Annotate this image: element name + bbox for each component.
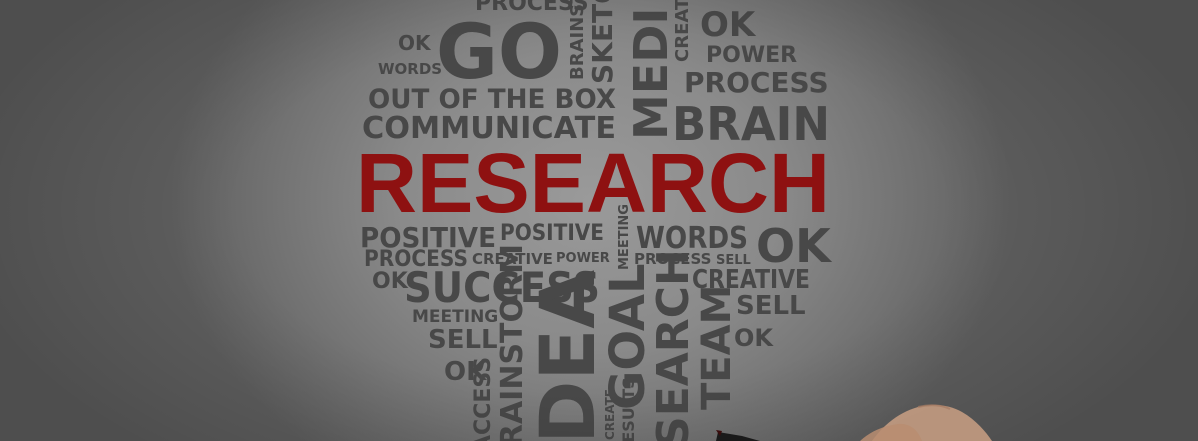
word-creative-mid: CREATIVE [472, 250, 553, 268]
word-power-top: POWER [706, 43, 797, 68]
word-process-right: PROCESS [684, 66, 829, 99]
word-process-top: PROCESS [475, 0, 589, 16]
word-access-vertical: ACCESS [471, 357, 496, 441]
word-meeting-vertical: MEETING [617, 204, 632, 270]
word-ok-lower-left: OK [444, 357, 487, 387]
word-brain: BRAIN [672, 97, 830, 151]
word-process-mid-right: PROCESS [634, 250, 711, 268]
word-ok-mid-right: OK [756, 219, 833, 273]
word-ok-left: OK [372, 269, 409, 294]
word-sell-left: SELL [428, 325, 498, 355]
word-ok-top-right: OK [700, 5, 757, 45]
word-team-vertical: TEAM [694, 285, 740, 410]
word-brainstorm-vertical: BRAINSTORM [495, 244, 530, 441]
word-idea-vertical: IDEA [523, 270, 612, 441]
word-words-mid: WORDS [636, 221, 748, 256]
word-communicate: COMMUNICATE [362, 111, 616, 146]
word-sketc-vertical: SKETC [586, 0, 619, 84]
word-ok-right-lower: OK [734, 324, 774, 352]
word-out-of-the-box: OUT OF THE BOX [368, 84, 616, 115]
word-creative-right: CREATIVE [692, 265, 810, 295]
word-words-top: WORDS [378, 60, 442, 78]
word-go: GO [436, 7, 562, 96]
word-create-vertical: CREATE [603, 389, 617, 440]
word-medi-vertical: MEDI [624, 8, 678, 141]
word-success: SUCCESS [404, 263, 600, 312]
word-brainst-vertical: BRAINST [567, 0, 588, 80]
word-search-vertical: SEARCH [648, 249, 699, 441]
word-goal-vertical: GOAL [600, 263, 656, 410]
word-sell-right: SELL [736, 291, 806, 321]
word-meeting-left: MEETING [412, 307, 498, 327]
word-creat-vertical: CREAT [672, 0, 693, 62]
word-sell-mid: SELL [716, 253, 751, 268]
word-process-mid: PROCESS [364, 247, 468, 272]
word-power-mid: POWER [556, 251, 610, 266]
word-results-vertical: RESULTS [619, 377, 638, 441]
word-research-highlight: RESEARCH [356, 136, 830, 230]
word-positive-1: POSITIVE [360, 221, 496, 254]
word-ok-top-left: OK [398, 31, 432, 55]
word-positive-2: POSITIVE [500, 221, 604, 246]
